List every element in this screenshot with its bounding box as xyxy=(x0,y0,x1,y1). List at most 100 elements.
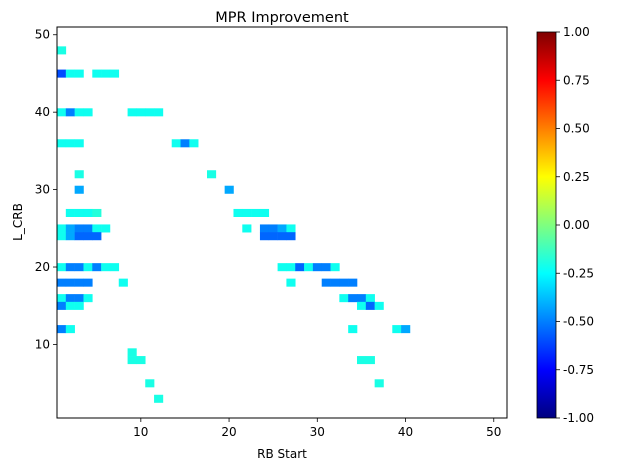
heatmap-cell xyxy=(365,294,375,303)
colorbar-tick-label: 0.50 xyxy=(563,122,590,136)
y-tick-label: 50 xyxy=(35,28,50,42)
heatmap-cell xyxy=(357,294,367,303)
heatmap-cell xyxy=(136,108,146,117)
heatmap-cell xyxy=(127,348,137,357)
colorbar xyxy=(536,31,557,419)
colorbar-tick-label: -1.00 xyxy=(563,411,594,425)
heatmap-cell xyxy=(74,301,84,310)
heatmap-cell xyxy=(233,208,243,217)
heatmap-cell xyxy=(339,278,349,287)
heatmap-cell xyxy=(83,278,93,287)
x-axis-ticks: 10 20 30 40 50 xyxy=(133,418,501,439)
heatmap-cell xyxy=(392,325,402,334)
heatmap-cell xyxy=(74,139,84,148)
heatmap-cell xyxy=(277,263,287,272)
x-tick-label: 20 xyxy=(221,425,236,439)
heatmap-cell xyxy=(57,263,67,272)
heatmap-cell xyxy=(268,224,278,233)
heatmap-cell xyxy=(92,263,102,272)
colorbar-tick-label: 0.75 xyxy=(563,73,590,87)
heatmap-cell xyxy=(65,208,75,217)
heatmap-cell xyxy=(154,394,164,403)
heatmap-cell xyxy=(101,224,111,233)
x-tick-label: 30 xyxy=(310,425,325,439)
heatmap-cell xyxy=(295,263,305,272)
heatmap-cell xyxy=(242,208,252,217)
heatmap-cell xyxy=(101,263,111,272)
heatmap-cell xyxy=(259,208,270,217)
heatmap-cell xyxy=(83,294,93,303)
heatmap-cell xyxy=(57,278,67,287)
heatmap-cell xyxy=(268,232,278,241)
colorbar-tick-label: 1.00 xyxy=(563,25,590,39)
heatmap-cells xyxy=(57,46,411,403)
heatmap-cell xyxy=(57,69,67,78)
heatmap-cell xyxy=(127,356,137,365)
heatmap-cell xyxy=(65,301,75,310)
y-tick-label: 20 xyxy=(35,260,50,274)
heatmap-cell xyxy=(286,232,296,241)
x-tick-label: 10 xyxy=(133,425,148,439)
y-tick-label: 10 xyxy=(35,337,50,351)
colorbar-tick-label: -0.75 xyxy=(563,363,594,377)
colorbar-tick-label: 0.25 xyxy=(563,170,590,184)
heatmap-cell xyxy=(74,170,84,179)
plot-frame xyxy=(56,26,508,419)
heatmap-cell xyxy=(57,232,67,241)
heatmap-cell xyxy=(242,224,252,233)
heatmap-cell xyxy=(65,294,75,303)
heatmap-cell xyxy=(92,224,102,233)
heatmap-cell xyxy=(109,69,120,78)
heatmap-cell xyxy=(65,69,75,78)
heatmap-cell xyxy=(74,185,84,194)
heatmap-cell xyxy=(365,356,375,365)
heatmap-cell xyxy=(277,232,287,241)
heatmap-cell xyxy=(74,232,84,241)
heatmap-cell xyxy=(57,139,67,148)
heatmap-cell xyxy=(348,294,358,303)
colorbar-ticks: -1.00 -0.75 -0.50 -0.25 0.00 0.25 0.50 0.75 1.00 xyxy=(556,25,594,425)
heatmap-cell xyxy=(83,224,93,233)
heatmap-cell xyxy=(92,208,102,217)
colorbar-tick-label: 0.00 xyxy=(563,218,590,232)
heatmap-cell xyxy=(127,108,137,117)
heatmap-cell xyxy=(365,301,375,310)
heatmap-cell xyxy=(74,263,84,272)
heatmap-cell xyxy=(357,356,367,365)
colorbar-tick-label: -0.25 xyxy=(563,266,594,280)
heatmap-cell xyxy=(57,325,67,334)
heatmap-cell xyxy=(74,224,84,233)
heatmap-cell xyxy=(136,356,146,365)
heatmap-cell xyxy=(83,263,93,272)
heatmap-cell xyxy=(118,278,128,287)
heatmap-cell xyxy=(65,108,75,117)
heatmap-cell xyxy=(74,108,84,117)
heatmap-cell xyxy=(83,108,93,117)
heatmap-cell xyxy=(65,139,75,148)
heatmap-cell xyxy=(57,294,67,303)
heatmap-cell xyxy=(251,208,261,217)
heatmap-cell xyxy=(286,263,296,272)
colorbar-tick-label: -0.50 xyxy=(563,315,594,329)
y-axis-ticks: 10 20 30 40 50 xyxy=(35,28,57,351)
heatmap-cell xyxy=(57,301,67,310)
y-tick-label: 40 xyxy=(35,105,50,119)
heatmap-cell xyxy=(277,224,287,233)
heatmap-cell xyxy=(374,379,384,388)
heatmap-cell xyxy=(145,379,155,388)
heatmap-cell xyxy=(348,278,358,287)
heatmap-cell xyxy=(109,263,120,272)
heatmap-cell xyxy=(171,139,181,148)
heatmap-cell xyxy=(74,69,84,78)
heatmap-cell xyxy=(357,301,367,310)
heatmap-cell xyxy=(74,208,84,217)
x-tick-label: 40 xyxy=(398,425,413,439)
heatmap-cell xyxy=(92,69,102,78)
heatmap-cell xyxy=(339,294,349,303)
heatmap-cell xyxy=(304,263,314,272)
x-tick-label: 50 xyxy=(486,425,501,439)
heatmap-cell xyxy=(259,224,270,233)
heatmap-cell xyxy=(57,108,67,117)
